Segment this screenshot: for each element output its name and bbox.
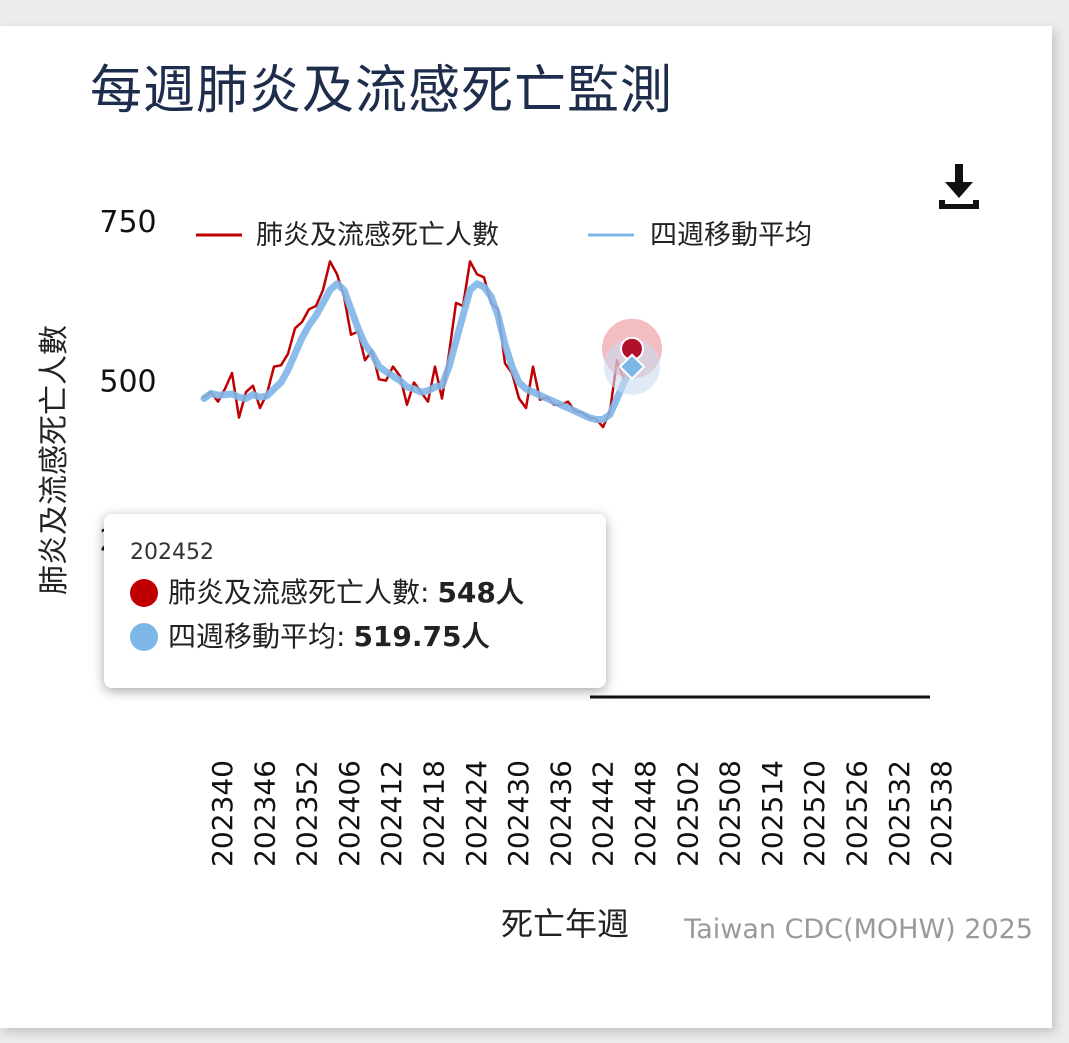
highlight-point-avg[interactable] xyxy=(618,353,646,381)
tooltip-label-avg: 四週移動平均: xyxy=(168,620,346,653)
credit-text: Taiwan CDC(MOHW) 2025 xyxy=(684,914,1033,945)
x-tick-label: 202346 xyxy=(248,760,281,867)
y-tick-label: 750 xyxy=(99,205,156,240)
x-tick-label: 202508 xyxy=(714,760,747,867)
x-tick-label: 202424 xyxy=(460,760,493,867)
x-tick-label: 202412 xyxy=(375,760,408,867)
series-layer xyxy=(200,260,635,429)
highlight-layer[interactable] xyxy=(602,318,662,395)
x-axis-label: 死亡年週 xyxy=(501,905,629,943)
x-axis: 202340 202346 202352 202406 202412 202418 2024… xyxy=(206,760,958,867)
x-tick-label: 202436 xyxy=(544,760,577,867)
tooltip-dot-deaths xyxy=(130,579,158,607)
page-title: 每週肺炎及流感死亡監測 xyxy=(90,61,674,121)
legend-label-avg[interactable]: 四週移動平均 xyxy=(650,220,812,251)
legend: 肺炎及流感死亡人數 四週移動平均 xyxy=(196,220,812,251)
x-tick-label: 202352 xyxy=(291,760,324,867)
tooltip-value-avg: 519.75人 xyxy=(353,620,490,653)
x-tick-label: 202514 xyxy=(756,760,789,867)
x-tick-label: 202526 xyxy=(841,760,874,867)
download-icon[interactable] xyxy=(935,162,983,210)
tooltip-row-deaths: 肺炎及流感死亡人數: 548人 xyxy=(130,571,606,615)
series-line-avg xyxy=(200,280,635,423)
y-axis: 250500750 xyxy=(99,205,156,559)
tooltip-row-avg: 四週移動平均: 519.75人 xyxy=(130,615,606,659)
x-tick-label: 202406 xyxy=(333,760,366,867)
tooltip-header: 202452 xyxy=(130,540,214,565)
tooltip-dot-avg xyxy=(130,623,158,651)
x-tick-label: 202340 xyxy=(206,760,239,867)
tooltip-label-deaths: 肺炎及流感死亡人數: xyxy=(168,576,430,609)
tooltip: 202452 肺炎及流感死亡人數: 548人 四週移動平均: 519.75人 xyxy=(104,514,606,688)
y-tick-label: 500 xyxy=(99,364,156,399)
x-tick-label: 202430 xyxy=(502,760,535,867)
x-tick-label: 202538 xyxy=(925,760,958,867)
tooltip-value-deaths: 548人 xyxy=(437,576,524,609)
x-tick-label: 202520 xyxy=(798,760,831,867)
x-tick-label: 202448 xyxy=(629,760,662,867)
x-tick-label: 202418 xyxy=(418,760,451,867)
x-tick-label: 202532 xyxy=(883,760,916,867)
y-axis-label: 肺炎及流感死亡人數 xyxy=(37,325,72,595)
x-tick-label: 202502 xyxy=(671,760,704,867)
series-line-deaths xyxy=(202,260,633,429)
x-tick-label: 202442 xyxy=(587,760,620,867)
legend-label-deaths[interactable]: 肺炎及流感死亡人數 xyxy=(256,220,499,251)
